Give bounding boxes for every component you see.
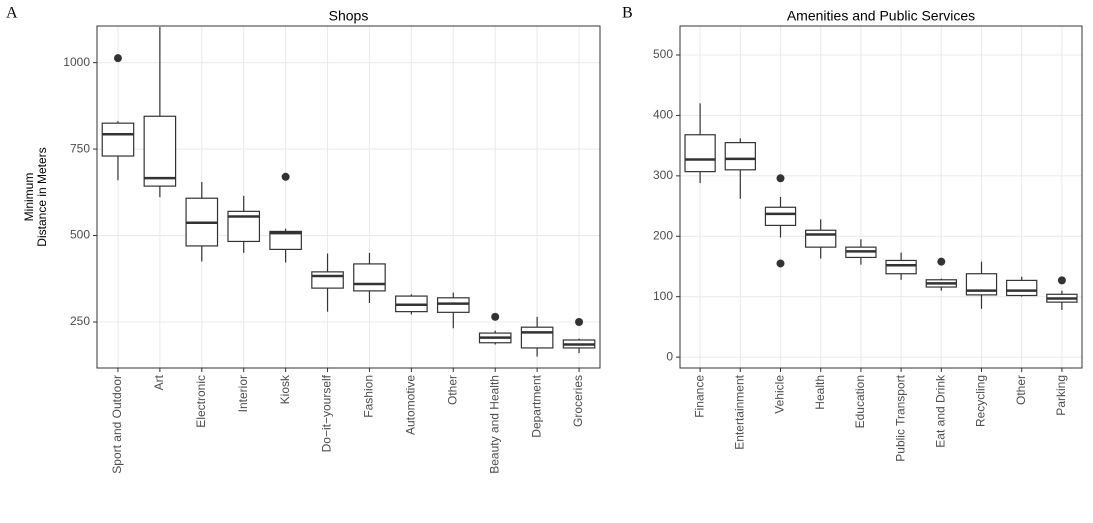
outlier	[491, 312, 500, 321]
x-tick-label: Interior	[236, 375, 250, 412]
x-tick-label: Health	[813, 375, 827, 410]
x-tick-label: Department	[529, 374, 543, 437]
box	[724, 142, 756, 171]
box	[885, 259, 917, 275]
y-axis-label: Distance in Meters	[35, 147, 49, 246]
box	[101, 122, 135, 157]
plot-background	[97, 26, 600, 368]
box	[311, 271, 344, 289]
chart-title: Shops	[329, 8, 369, 24]
y-tick-label: 250	[70, 314, 90, 328]
panel-label: A	[6, 5, 18, 22]
y-tick-label: 500	[653, 47, 673, 61]
plot-border	[679, 25, 1083, 369]
outlier	[1057, 276, 1066, 285]
x-tick-label: Beauty and Health	[487, 375, 501, 474]
y-tick-label: 0	[666, 349, 673, 363]
x-tick-label: Other	[1014, 375, 1028, 405]
x-tick-label: Vehicle	[773, 375, 787, 414]
y-tick-label: 500	[70, 228, 90, 242]
box	[805, 229, 837, 248]
plot-border	[96, 25, 601, 369]
box	[143, 115, 177, 187]
chart-title: Amenities and Public Services	[787, 8, 975, 24]
x-tick-label: Parking	[1054, 375, 1068, 416]
y-tick-label: 400	[653, 108, 673, 122]
x-tick-label: Art	[152, 374, 166, 390]
box	[520, 326, 554, 349]
x-tick-label: Electronic	[194, 375, 208, 428]
x-tick-label: Do−it−yourself	[320, 374, 334, 452]
y-tick-label: 300	[653, 168, 673, 182]
y-tick-label: 200	[653, 228, 673, 242]
x-tick-label: Recycling	[974, 375, 988, 427]
x-tick-label: Groceries	[571, 375, 585, 427]
x-tick-label: Eat and Drink	[933, 374, 947, 448]
x-tick-label: Fashion	[362, 375, 376, 418]
x-tick-label: Kiosk	[278, 374, 292, 404]
box	[353, 263, 386, 292]
y-axis-label: Minimum	[22, 173, 36, 222]
plot-background	[680, 26, 1082, 368]
x-tick-label: Automotive	[404, 375, 418, 435]
outlier	[281, 172, 290, 181]
x-tick-label: Entertainment	[732, 374, 746, 449]
box	[764, 206, 797, 226]
outlier	[776, 174, 785, 183]
y-tick-label: 750	[70, 141, 90, 155]
outlier	[776, 259, 785, 268]
x-tick-label: Public Transport	[893, 374, 907, 461]
y-tick-label: 100	[653, 289, 673, 303]
x-tick-label: Other	[445, 375, 459, 405]
box	[269, 230, 302, 250]
outlier	[575, 318, 584, 327]
box	[684, 134, 716, 173]
box	[436, 297, 470, 313]
box	[1006, 279, 1038, 297]
panel-label: B	[622, 5, 633, 22]
x-tick-label: Sport and Outdoor	[110, 375, 124, 474]
x-tick-label: Finance	[692, 375, 706, 418]
outlier	[113, 54, 122, 63]
y-tick-label: 1000	[63, 55, 90, 69]
outlier	[937, 257, 946, 266]
x-tick-label: Education	[853, 375, 867, 428]
